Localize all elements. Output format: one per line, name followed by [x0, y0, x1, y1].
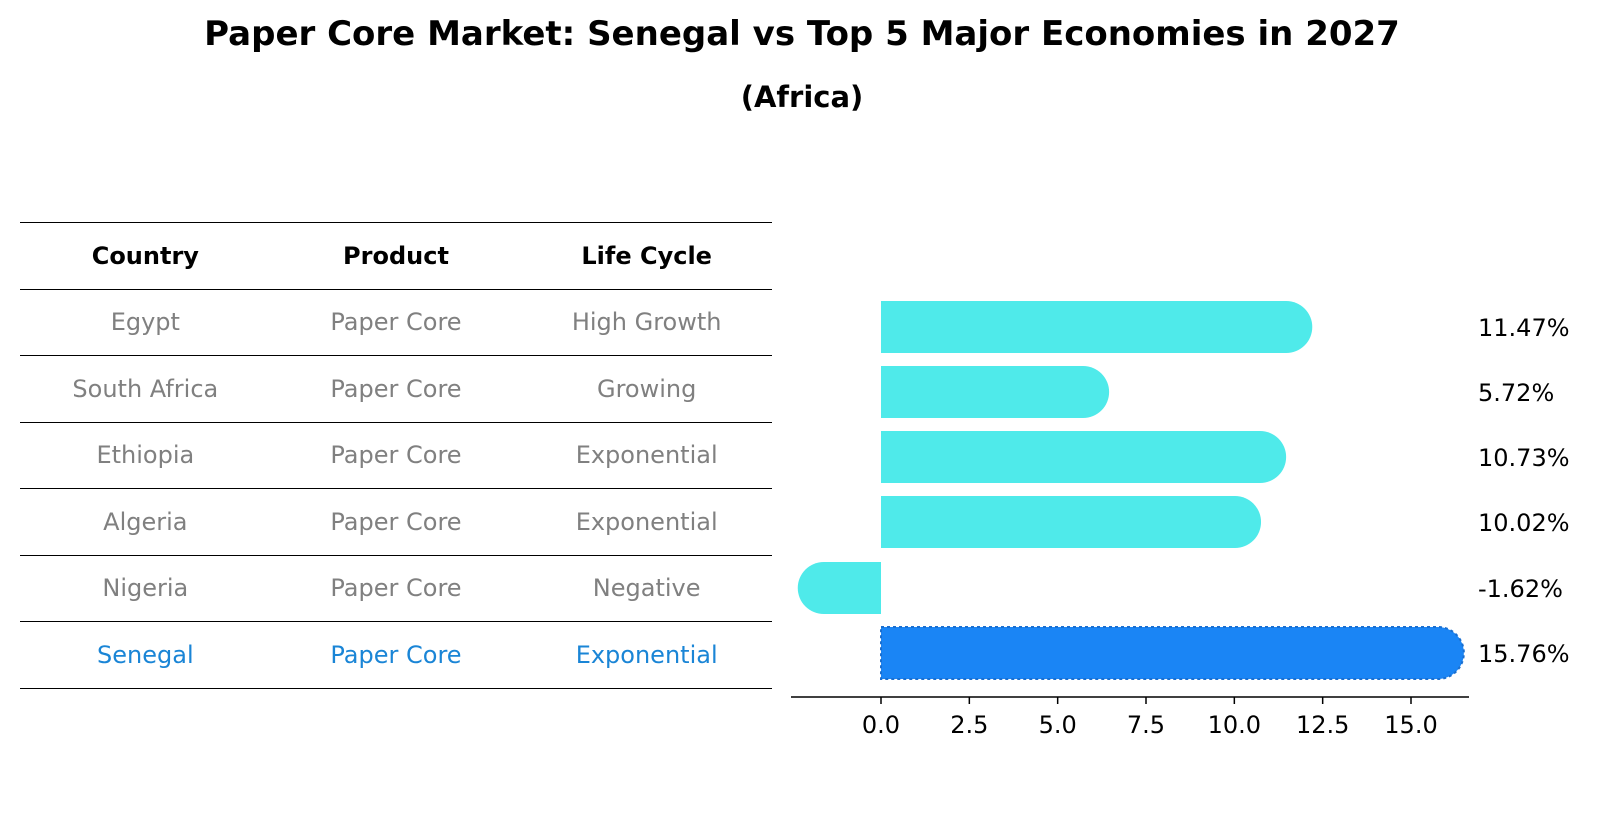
table-row: Ethiopia Paper Core Exponential [20, 421, 772, 489]
x-tick-label: 15.0 [1384, 711, 1437, 739]
cell-product: Paper Core [270, 621, 522, 689]
cell-product: Paper Core [270, 421, 522, 489]
column-header-product: Product [270, 222, 522, 289]
chart-title: Paper Core Market: Senegal vs Top 5 Majo… [204, 14, 1400, 54]
bar-senegal [880, 626, 1465, 680]
cell-life-cycle: Exponential [521, 488, 772, 555]
cell-country: Algeria [20, 488, 271, 555]
bar-south-africa [881, 366, 1110, 418]
cell-product: Paper Core [270, 288, 522, 356]
value-label: 11.47% [1478, 314, 1570, 342]
cell-product: Paper Core [270, 554, 522, 622]
cell-country: Egypt [20, 288, 271, 356]
table-row-highlighted: Senegal Paper Core Exponential [20, 621, 772, 689]
bar-egypt [881, 301, 1313, 353]
table-row: Nigeria Paper Core Negative [20, 554, 772, 622]
bar-nigeria [797, 562, 881, 614]
cell-country: South Africa [20, 355, 271, 422]
column-header-country: Country [20, 222, 271, 289]
value-label: 5.72% [1478, 379, 1554, 407]
cell-country: Senegal [20, 621, 271, 689]
value-label: -1.62% [1478, 575, 1563, 603]
x-tick-label: 7.5 [1127, 711, 1165, 739]
cell-life-cycle: Exponential [521, 621, 772, 689]
cell-life-cycle: Negative [521, 554, 772, 622]
value-label: 10.02% [1478, 509, 1570, 537]
cell-country: Ethiopia [20, 421, 271, 489]
cell-life-cycle: High Growth [521, 288, 772, 356]
x-tick-label: 0.0 [862, 711, 900, 739]
cell-life-cycle: Exponential [521, 421, 772, 489]
x-tick-label: 12.5 [1296, 711, 1349, 739]
x-tick-label: 5.0 [1039, 711, 1077, 739]
chart-subtitle: (Africa) [740, 80, 864, 114]
bar-ethiopia [881, 431, 1287, 483]
column-header-life-cycle: Life Cycle [521, 222, 772, 289]
cell-life-cycle: Growing [521, 355, 772, 422]
cell-country: Nigeria [20, 554, 271, 622]
cell-product: Paper Core [270, 488, 522, 555]
value-label: 15.76% [1478, 640, 1570, 668]
table-header-row: Country Product Life Cycle [20, 222, 772, 289]
x-tick-label: 10.0 [1208, 711, 1261, 739]
x-tick-label: 2.5 [950, 711, 988, 739]
value-label: 10.73% [1478, 444, 1570, 472]
cell-product: Paper Core [270, 355, 522, 422]
table-row: South Africa Paper Core Growing [20, 355, 772, 422]
comparison-table: Country Product Life Cycle Egypt Paper C… [20, 222, 772, 689]
table-row: Egypt Paper Core High Growth [20, 288, 772, 356]
bar-algeria [881, 496, 1262, 548]
table-row: Algeria Paper Core Exponential [20, 488, 772, 555]
